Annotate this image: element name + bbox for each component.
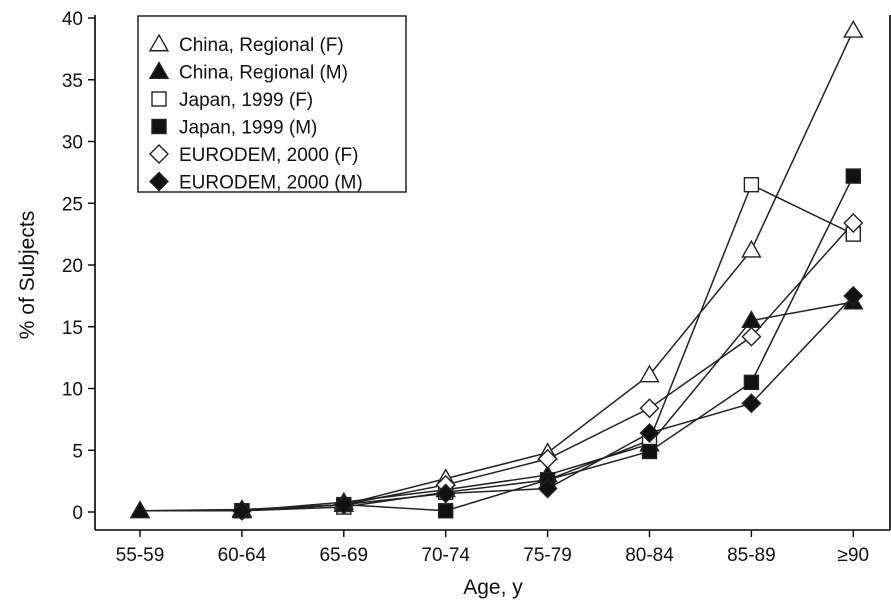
y-tick-label: 0: [72, 503, 83, 524]
y-axis-title: % of Subjects: [16, 211, 39, 339]
data-point: [333, 494, 354, 515]
legend-label: China, Regional (M): [179, 63, 348, 84]
data-point: [741, 326, 762, 347]
x-tick-label: 85-89: [727, 545, 776, 566]
x-tick-label: 55-59: [116, 545, 165, 566]
x-tick-label: ≥90: [838, 545, 870, 566]
x-axis-title: Age, y: [463, 576, 523, 599]
y-tick-label: 20: [62, 256, 83, 277]
y-tick-label: 40: [62, 9, 83, 30]
x-tick-label: 60-64: [218, 545, 267, 566]
legend-marker: [151, 91, 167, 107]
legend-marker: [148, 33, 170, 52]
legend-marker: [151, 118, 167, 135]
y-tick-label: 30: [62, 133, 83, 154]
data-point: [741, 239, 762, 258]
x-tick-label: 75-79: [523, 545, 572, 566]
data-point: [231, 500, 252, 521]
series-markers: [129, 19, 864, 521]
y-tick-label: 5: [72, 441, 83, 462]
legend-label: Japan, 1999 (M): [179, 118, 317, 139]
data-point: [639, 364, 660, 383]
data-point: [843, 285, 864, 306]
data-point: [639, 422, 660, 443]
data-point: [438, 503, 454, 519]
chart-axes: 0 5 10 15 20 25 30 35 40 55-59 60-64 65-69 70-74 75-7…: [62, 9, 891, 566]
data-point: [741, 393, 762, 414]
legend: China, Regional (F) China, Regional (M) Ja…: [137, 15, 407, 194]
data-point: [537, 448, 558, 469]
y-tick-label: 10: [62, 380, 83, 401]
data-point: [639, 398, 660, 419]
legend-marker: [149, 144, 169, 164]
y-tick-label: 15: [62, 318, 83, 339]
x-tick-label: 65-69: [319, 545, 368, 566]
data-point: [435, 483, 456, 504]
legend-marker: [148, 61, 170, 79]
legend-label: Japan, 1999 (F): [179, 90, 313, 111]
data-point: [129, 500, 151, 519]
data-point: [843, 19, 864, 38]
data-point: [743, 374, 760, 391]
y-tick-label: 35: [62, 71, 83, 92]
legend-label: China, Regional (F): [179, 35, 344, 56]
y-tick-label: 25: [62, 194, 83, 215]
data-point: [845, 168, 861, 184]
data-point: [641, 443, 658, 460]
legend-marker: [149, 171, 169, 192]
data-point: [537, 478, 558, 499]
x-tick-label: 80-84: [625, 545, 674, 566]
legend-label: EURODEM, 2000 (M): [179, 173, 363, 194]
legend-box: [137, 15, 407, 193]
legend-label: EURODEM, 2000 (F): [179, 145, 358, 166]
data-point: [843, 213, 864, 233]
data-point: [743, 177, 760, 193]
x-tick-label: 70-74: [421, 545, 470, 566]
